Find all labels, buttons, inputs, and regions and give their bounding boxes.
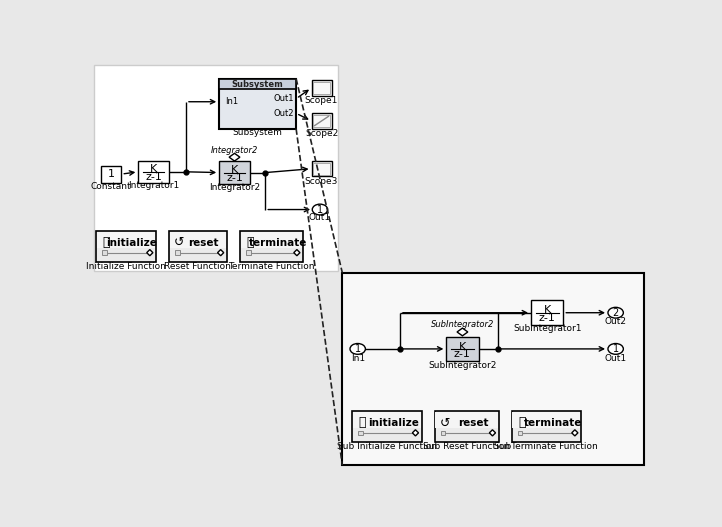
Bar [446, 337, 479, 361]
Text: Scope2: Scope2 [305, 129, 338, 138]
Bar [313, 115, 330, 127]
Text: terminate: terminate [524, 418, 583, 428]
Text: Out1: Out1 [274, 94, 294, 103]
Text: 2: 2 [612, 308, 619, 318]
Ellipse shape [608, 307, 623, 318]
Polygon shape [490, 430, 495, 436]
Text: ⏻: ⏻ [359, 416, 366, 430]
Text: 1: 1 [317, 204, 323, 214]
Bar [441, 431, 445, 435]
Bar [435, 411, 499, 442]
Bar [311, 80, 331, 95]
Text: initialize: initialize [368, 418, 419, 428]
Text: ↺: ↺ [440, 416, 450, 430]
Text: Integrator2: Integrator2 [209, 183, 260, 192]
Text: In1: In1 [225, 97, 238, 106]
Text: Integrator2: Integrator2 [211, 146, 258, 155]
Bar [512, 411, 581, 442]
Text: In1: In1 [351, 354, 365, 363]
Text: z-1: z-1 [226, 173, 243, 183]
Text: Out2: Out2 [274, 109, 294, 118]
Polygon shape [294, 250, 300, 256]
Polygon shape [572, 430, 578, 436]
Bar [240, 231, 303, 262]
Text: Out1: Out1 [309, 213, 331, 222]
Text: reset: reset [188, 238, 219, 248]
Text: SubIntegrator2: SubIntegrator2 [431, 320, 494, 329]
Bar [94, 65, 339, 271]
Bar [96, 231, 156, 262]
Text: SubTerminate Function: SubTerminate Function [495, 442, 599, 451]
Polygon shape [457, 328, 468, 336]
Text: ↺: ↺ [174, 236, 184, 249]
Bar [219, 79, 296, 90]
Text: Subsystem: Subsystem [232, 80, 284, 89]
Polygon shape [412, 430, 419, 436]
Bar [342, 272, 644, 465]
Text: SubIntegrator1: SubIntegrator1 [513, 325, 581, 334]
Bar [518, 431, 523, 435]
Text: Initialize Function: Initialize Function [86, 262, 166, 271]
Polygon shape [229, 153, 240, 161]
Bar [352, 411, 422, 442]
Bar [313, 162, 330, 175]
Text: SubIntegrator2: SubIntegrator2 [428, 360, 497, 369]
Text: K: K [458, 341, 466, 352]
Bar [313, 82, 330, 94]
Text: Reset Function: Reset Function [164, 262, 231, 271]
Bar [169, 231, 227, 262]
Bar [513, 412, 580, 428]
Bar [353, 412, 421, 428]
Text: reset: reset [458, 418, 488, 428]
Ellipse shape [350, 344, 365, 354]
Text: Subsystem: Subsystem [232, 128, 282, 137]
Bar [138, 161, 169, 182]
Bar [170, 232, 226, 248]
Bar [101, 165, 121, 182]
Text: Sub Initialize Function: Sub Initialize Function [337, 442, 437, 451]
Bar [240, 232, 303, 248]
Bar [246, 250, 251, 255]
Text: K: K [150, 164, 157, 174]
Bar [531, 300, 563, 325]
Text: Out2: Out2 [604, 317, 627, 326]
Polygon shape [217, 250, 224, 256]
Text: Constant: Constant [91, 182, 131, 191]
Text: Scope1: Scope1 [305, 96, 338, 105]
Text: 1: 1 [612, 344, 619, 354]
Polygon shape [147, 250, 153, 256]
Ellipse shape [608, 344, 623, 354]
Bar [219, 161, 250, 184]
Text: Integrator1: Integrator1 [128, 181, 179, 190]
Text: Out1: Out1 [604, 354, 627, 363]
Text: Sub Reset Function: Sub Reset Function [423, 442, 510, 451]
Text: z-1: z-1 [454, 349, 471, 359]
Text: Terminate Function: Terminate Function [228, 262, 315, 271]
Text: terminate: terminate [248, 238, 307, 248]
Text: 1: 1 [108, 169, 115, 179]
Bar [435, 412, 498, 428]
Text: ⓘ: ⓘ [518, 416, 526, 430]
Text: initialize: initialize [107, 238, 157, 248]
Ellipse shape [313, 204, 328, 215]
Text: K: K [231, 165, 238, 175]
Bar [175, 250, 180, 255]
Text: 1: 1 [355, 344, 361, 354]
Bar [97, 232, 155, 248]
Bar [102, 250, 107, 255]
Bar [219, 79, 296, 129]
Text: K: K [544, 306, 551, 316]
Bar [359, 431, 363, 435]
Bar [311, 113, 331, 129]
Text: ⓘ: ⓘ [246, 236, 253, 249]
Text: z-1: z-1 [145, 172, 162, 182]
Bar [311, 161, 331, 177]
Text: ⏻: ⏻ [103, 236, 110, 249]
Text: z-1: z-1 [539, 313, 555, 323]
Text: Scope3: Scope3 [305, 177, 338, 186]
